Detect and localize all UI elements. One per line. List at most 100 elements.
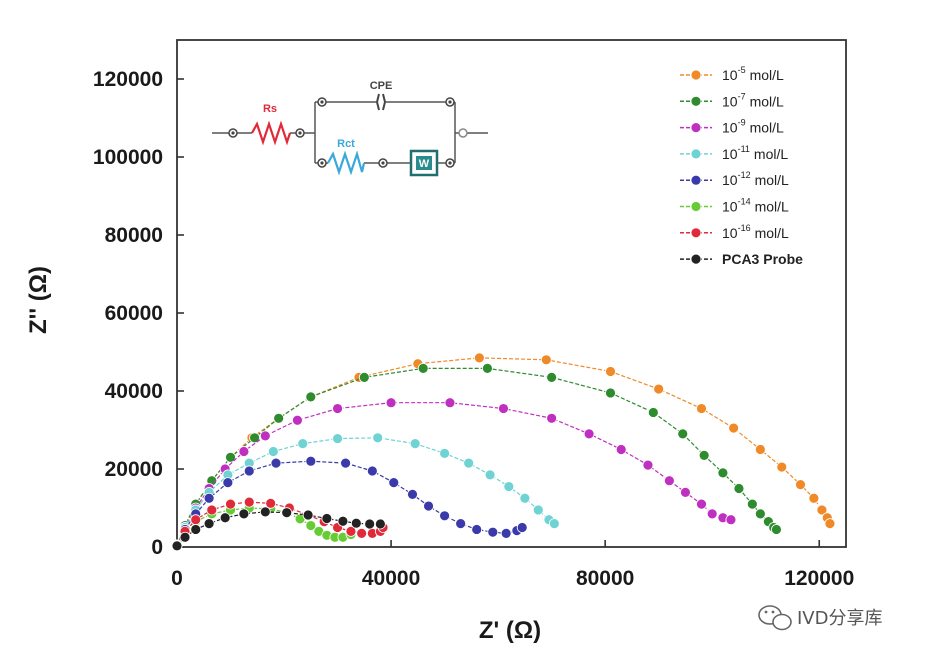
series-2 — [171, 397, 737, 551]
legend-marker — [690, 227, 702, 239]
legend-base: 10 — [722, 199, 738, 215]
data-point — [444, 397, 456, 409]
legend-exponent: -9 — [738, 118, 746, 128]
data-point — [332, 433, 343, 444]
legend-base: 10 — [722, 225, 738, 241]
data-point — [548, 518, 560, 529]
data-point — [265, 497, 277, 509]
rs-label: Rs — [263, 103, 277, 115]
data-point — [471, 524, 483, 535]
legend-unit: mol/L — [750, 67, 784, 83]
data-point — [532, 504, 544, 516]
data-point — [356, 527, 368, 539]
data-point — [203, 492, 215, 504]
cpe-label: CPE — [370, 80, 393, 92]
data-point — [653, 383, 665, 395]
data-point — [776, 461, 788, 473]
legend-base: 10 — [722, 120, 738, 136]
legend-exponent: -11 — [738, 144, 750, 154]
data-point — [305, 455, 317, 467]
data-point — [417, 362, 429, 374]
y-tick-label: 80000 — [105, 224, 163, 247]
legend-item: 10-16 mol/L — [680, 223, 789, 241]
data-point — [340, 457, 351, 469]
data-point — [332, 403, 343, 414]
data-point — [267, 446, 279, 457]
data-point — [292, 414, 303, 426]
data-point — [297, 438, 309, 450]
data-point — [243, 496, 255, 508]
warburg-label: W — [419, 158, 430, 170]
data-point — [273, 412, 285, 424]
data-point — [190, 524, 202, 535]
data-point — [487, 526, 499, 538]
data-point — [754, 508, 766, 520]
data-point — [583, 428, 595, 440]
data-point — [677, 428, 689, 440]
data-point — [385, 397, 397, 409]
data-point — [717, 467, 729, 479]
data-point — [824, 518, 836, 529]
rs-resistor-icon — [251, 120, 292, 146]
data-point — [259, 430, 271, 442]
x-tick-label: 40000 — [362, 567, 420, 590]
data-point — [500, 527, 512, 539]
legend-exponent: -5 — [738, 65, 746, 75]
legend: 10-5 mol/L10-7 mol/L10-9 mol/L10-11 mol/L10-… — [680, 65, 803, 267]
data-point — [754, 444, 766, 455]
equivalent-circuit-inset: Rs CPE Rct W — [212, 80, 488, 177]
data-point — [696, 498, 707, 510]
data-point — [816, 504, 828, 516]
data-point — [366, 465, 378, 477]
data-point — [605, 366, 616, 377]
data-point — [358, 371, 370, 383]
data-point — [663, 475, 675, 487]
legend-item: 10-14 mol/L — [680, 197, 789, 215]
data-point — [795, 479, 806, 491]
data-point — [374, 518, 386, 530]
data-point — [225, 451, 236, 463]
data-point — [364, 518, 376, 530]
y-tick-label: 100000 — [93, 146, 163, 169]
legend-exponent: -16 — [738, 223, 751, 233]
legend-label: PCA3 Probe — [722, 251, 803, 267]
legend-marker — [690, 95, 702, 107]
circuit-nodes — [228, 97, 468, 168]
data-point — [249, 432, 261, 444]
legend-unit: mol/L — [750, 93, 784, 109]
data-point — [206, 504, 218, 516]
data-point — [519, 492, 531, 504]
data-point — [190, 514, 202, 526]
data-point — [698, 449, 710, 461]
data-point — [225, 498, 236, 510]
legend-unit: mol/L — [754, 146, 788, 162]
legend-label: 10-5 mol/L — [722, 65, 784, 83]
data-point — [423, 500, 434, 512]
legend-label: 10-16 mol/L — [722, 223, 789, 241]
data-point — [546, 412, 558, 424]
legend-label: 10-14 mol/L — [722, 197, 789, 215]
legend-unit: mol/L — [755, 225, 789, 241]
y-tick-label: 40000 — [105, 380, 163, 403]
legend-label: 10-7 mol/L — [722, 91, 784, 109]
data-point — [771, 524, 782, 535]
rct-label: Rct — [337, 138, 355, 150]
x-tick-label: 80000 — [576, 567, 634, 590]
data-point — [409, 438, 421, 450]
legend-item: 10-9 mol/L — [680, 118, 784, 136]
legend-marker — [690, 201, 702, 212]
data-point — [706, 508, 718, 520]
data-point — [238, 508, 250, 520]
legend-exponent: -14 — [738, 197, 751, 207]
legend-exponent: -12 — [738, 170, 751, 180]
data-point — [455, 518, 467, 529]
rct-resistor-icon — [327, 150, 366, 176]
data-point — [222, 477, 234, 489]
data-point — [243, 465, 255, 477]
axis-ticks: 0 40000 80000 120000 0 20000 40000 60000 80000 10… — [93, 68, 854, 590]
data-point — [203, 518, 215, 529]
legend-item: 10-11 mol/L — [680, 144, 788, 162]
data-point — [482, 362, 493, 374]
legend-base: 10 — [722, 67, 738, 83]
